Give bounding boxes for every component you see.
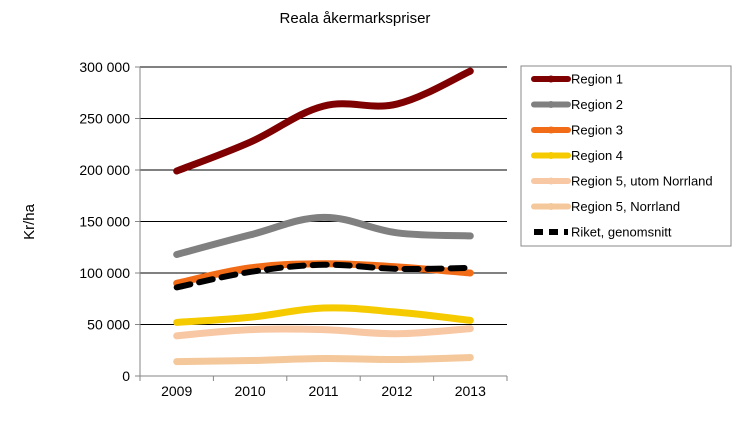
- x-tick-label: 2012: [381, 383, 412, 399]
- y-tick-label: 200 000: [79, 162, 130, 178]
- chart-title: Reala åkermarkspriser: [280, 10, 431, 27]
- data-point: [393, 356, 400, 363]
- legend-label: Region 4: [571, 148, 623, 163]
- legend-label: Region 3: [571, 123, 623, 138]
- legend-marker: [547, 101, 555, 108]
- data-point: [173, 358, 180, 365]
- legend-label: Region 1: [571, 72, 623, 87]
- legend: Region 1 Region 2 Region 3 Region 4 Region 5…: [520, 65, 732, 247]
- data-point: [247, 139, 254, 146]
- data-point: [467, 68, 474, 75]
- data-point: [247, 326, 254, 333]
- x-tick-label: 2010: [235, 383, 266, 399]
- data-point: [467, 270, 474, 276]
- gridlines: [140, 66, 507, 325]
- series-lines: [173, 67, 474, 366]
- data-point: [173, 332, 180, 339]
- y-axis-label: Kr/ha: [21, 203, 38, 240]
- data-point: [393, 229, 400, 236]
- data-point: [247, 231, 254, 238]
- axes: 0 50 000 100 000 150 000 200 000 250 000 300 0…: [79, 59, 508, 399]
- x-tick-label: 2011: [308, 383, 338, 399]
- data-point: [173, 251, 180, 258]
- data-point: [467, 354, 474, 361]
- legend-label: Region 2: [571, 97, 623, 112]
- y-tick-label: 250 000: [79, 111, 130, 127]
- data-point: [393, 101, 400, 108]
- y-tick-label: 50 000: [87, 317, 130, 333]
- legend-marker: [547, 203, 555, 210]
- data-point: [173, 168, 180, 175]
- legend-marker: [547, 152, 555, 159]
- legend-marker: [547, 126, 555, 134]
- data-point: [247, 314, 254, 321]
- x-tick-label: 2009: [161, 383, 192, 399]
- data-point: [467, 325, 474, 332]
- data-point: [247, 357, 254, 364]
- data-point: [467, 317, 474, 324]
- legend-marker: [547, 177, 555, 185]
- legend-marker: [547, 75, 555, 83]
- y-tick-label: 150 000: [79, 214, 130, 230]
- y-tick-label: 0: [122, 368, 130, 384]
- data-point: [467, 232, 474, 239]
- data-point: [320, 355, 327, 362]
- legend-label: Region 5, utom Norrland: [571, 174, 713, 189]
- legend-label: Riket, genomsnitt: [571, 225, 672, 240]
- series-line-riket-genomsnitt: [173, 261, 474, 291]
- data-point: [320, 326, 327, 333]
- data-point: [393, 309, 400, 316]
- x-tick-label: 2013: [455, 383, 486, 399]
- series-line-region-1: [173, 67, 474, 175]
- data-point: [173, 319, 180, 326]
- y-tick-label: 100 000: [79, 265, 130, 281]
- data-point: [393, 330, 400, 337]
- legend-label: Region 5, Norrland: [571, 199, 680, 214]
- data-point: [320, 103, 327, 110]
- data-point: [320, 305, 327, 312]
- data-point: [320, 214, 327, 221]
- series-line-region-2: [173, 213, 474, 258]
- y-tick-label: 300 000: [79, 59, 130, 75]
